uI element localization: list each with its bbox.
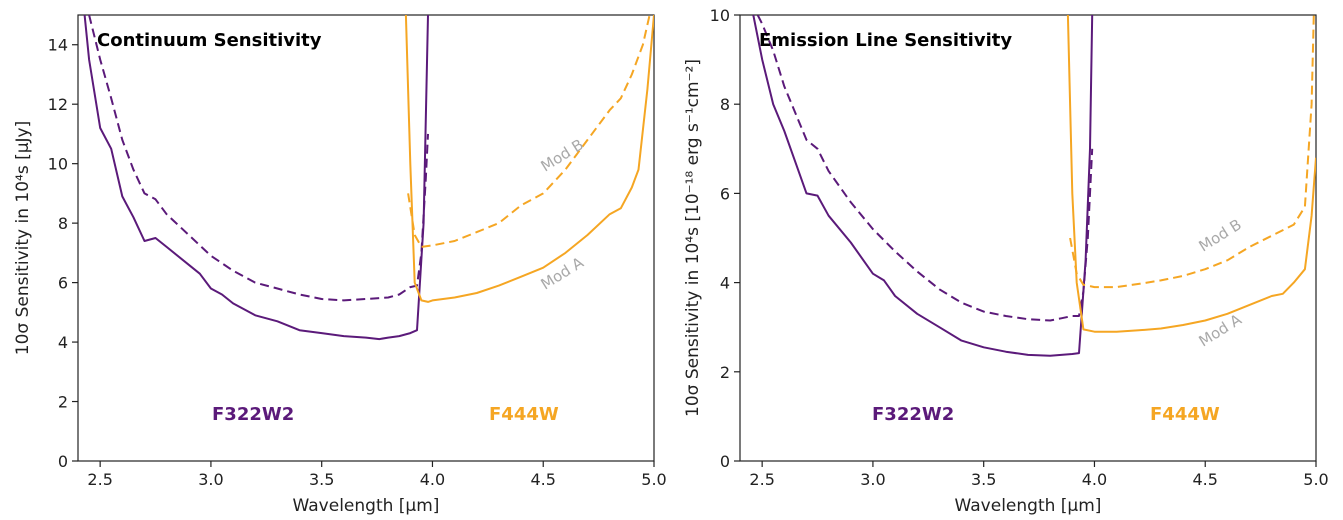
panel-emission-line-sensitivity: 2.5 3.0 3.5 4.0 4.5 5.0 0 2 4 6 8 10 Emission Line … <box>683 6 1329 516</box>
data-lines <box>83 15 654 341</box>
annotation-mod-b: Mod B <box>1196 215 1245 255</box>
y-tick-label: 6 <box>720 184 730 203</box>
y-tick-label: 0 <box>720 452 730 471</box>
series-line-f444w-mod-b <box>407 15 651 248</box>
y-tick-label: 0 <box>58 452 68 471</box>
series-line-f322w2-mod-b <box>88 15 429 302</box>
annotation-mod-b: Mod B <box>538 135 587 175</box>
y-tick-label: 6 <box>58 274 68 293</box>
filter-label-f444w: F444W <box>1150 404 1220 425</box>
series-line-f444w-mod-b <box>1069 15 1315 289</box>
x-tick-label: 2.5 <box>749 470 774 489</box>
series-line-f444w-mod-a <box>404 15 654 303</box>
y-tick-label: 14 <box>48 36 68 55</box>
series-line-f322w2-mod-a <box>83 15 429 341</box>
y-tick-label: 12 <box>48 95 68 114</box>
y-tick-label: 2 <box>58 393 68 412</box>
chart-title: Continuum Sensitivity <box>97 30 322 51</box>
x-tick-label: 2.5 <box>87 470 112 489</box>
x-tick-label: 3.5 <box>309 470 334 489</box>
filter-label-f322w2: F322W2 <box>872 404 954 425</box>
y-tick-label: 10 <box>48 155 68 174</box>
filter-label-f444w: F444W <box>489 404 559 425</box>
series-line-f444w-mod-a <box>1066 15 1316 333</box>
plot-area-frame <box>739 14 1317 462</box>
x-tick-label: 4.0 <box>420 470 445 489</box>
y-axis-label: 10σ Sensitivity in 10⁴s [μJy] <box>13 121 33 355</box>
x-tick-label: 3.5 <box>971 470 996 489</box>
y-tick-label: 10 <box>710 6 730 25</box>
series-line-f322w2-mod-a <box>752 15 1094 357</box>
x-tick-label: 4.0 <box>1082 470 1107 489</box>
x-tick-label: 4.5 <box>1193 470 1218 489</box>
panel-continuum-sensitivity: 2.5 3.0 3.5 4.0 4.5 5.0 0 2 4 6 8 10 12 14 Continuum … <box>13 14 667 516</box>
data-lines <box>752 15 1316 357</box>
axis-ticks: 2.5 3.0 3.5 4.0 4.5 5.0 0 2 4 6 8 10 <box>710 6 1329 489</box>
y-tick-label: 4 <box>720 274 730 293</box>
annotation-mod-a: Mod A <box>538 253 588 293</box>
x-tick-label: 5.0 <box>1303 470 1328 489</box>
y-tick-label: 4 <box>58 333 68 352</box>
chart-title: Emission Line Sensitivity <box>759 30 1012 51</box>
x-axis-label: Wavelength [μm] <box>293 496 440 516</box>
y-tick-label: 8 <box>720 95 730 114</box>
axis-ticks: 2.5 3.0 3.5 4.0 4.5 5.0 0 2 4 6 8 10 12 14 <box>48 36 667 489</box>
x-tick-label: 5.0 <box>641 470 666 489</box>
x-tick-label: 3.0 <box>860 470 885 489</box>
plot-area-frame <box>77 14 655 462</box>
filter-label-f322w2: F322W2 <box>212 404 294 425</box>
y-axis-label: 10σ Sensitivity in 10⁴s [10⁻¹⁸ erg s⁻¹cm… <box>683 59 703 417</box>
series-line-f322w2-mod-b <box>756 15 1094 322</box>
y-tick-label: 8 <box>58 214 68 233</box>
y-tick-label: 2 <box>720 363 730 382</box>
x-tick-label: 4.5 <box>531 470 556 489</box>
x-tick-label: 3.0 <box>198 470 223 489</box>
x-axis-label: Wavelength [μm] <box>955 496 1102 516</box>
